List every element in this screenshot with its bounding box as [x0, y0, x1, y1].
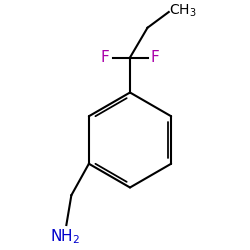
- Text: F: F: [150, 50, 160, 65]
- Text: F: F: [101, 50, 110, 65]
- Text: NH$_2$: NH$_2$: [50, 227, 80, 246]
- Text: CH$_3$: CH$_3$: [169, 2, 196, 19]
